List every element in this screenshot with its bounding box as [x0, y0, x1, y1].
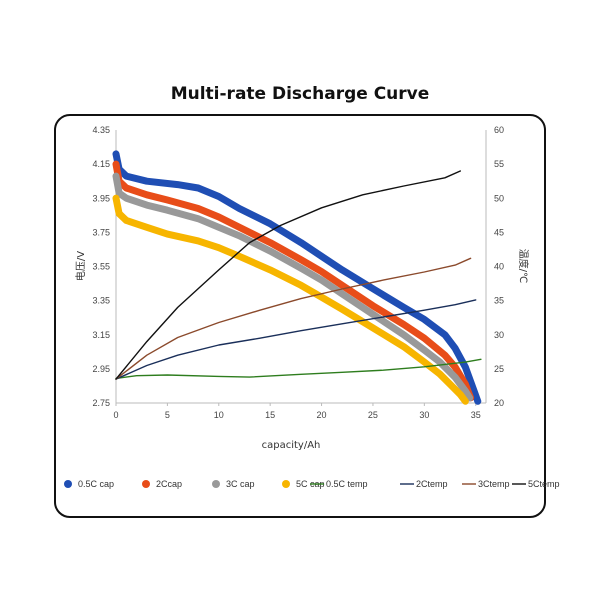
- legend-label: 3Ctemp: [478, 479, 510, 489]
- series-line-0-5c-temp: [115, 358, 482, 380]
- legend-label: 5Ctemp: [528, 479, 560, 489]
- y-tick-label: 2.95: [92, 364, 110, 374]
- legend-marker: [142, 480, 150, 488]
- legend-label: 3C cap: [226, 479, 255, 489]
- y2-tick-label: 45: [494, 227, 504, 237]
- y2-tick-label: 30: [494, 330, 504, 340]
- y-tick-label: 4.35: [92, 125, 110, 135]
- x-tick-label: 10: [214, 410, 224, 420]
- legend-label: 0.5C cap: [78, 479, 114, 489]
- x-tick-label: 20: [317, 410, 327, 420]
- y-axis-title: 电压/V: [74, 251, 87, 281]
- x-tick-label: 5: [165, 410, 170, 420]
- chart-title: Multi-rate Discharge Curve: [170, 84, 430, 104]
- y2-axis-title: 温度/℃: [517, 249, 530, 284]
- legend-label: 2Ccap: [156, 479, 182, 489]
- series-group: [112, 150, 482, 405]
- series-line-0-5c-cap: [112, 150, 482, 405]
- x-tick-label: 35: [471, 410, 481, 420]
- x-tick-label: 30: [419, 410, 429, 420]
- y2-tick-label: 40: [494, 262, 504, 272]
- y2-tick-label: 20: [494, 398, 504, 408]
- legend-label: 0.5C temp: [326, 479, 368, 489]
- axes-group: 0 5 10 15 20 25 30 35 2.75 2.95 3.15 3.35 3.55 3.75 3.…: [74, 125, 530, 451]
- x-axis-title: capacity/Ah: [262, 440, 321, 451]
- y2-tick-label: 50: [494, 193, 504, 203]
- legend-group: 0.5C cap 2Ccap 3C cap 5C cap 0.5C temp 2Ctemp…: [64, 479, 560, 489]
- y-tick-label: 4.15: [92, 159, 110, 169]
- y-tick-label: 3.55: [92, 262, 110, 272]
- legend-marker: [282, 480, 290, 488]
- legend-label: 2Ctemp: [416, 479, 448, 489]
- x-tick-label: 15: [265, 410, 275, 420]
- y-tick-label: 2.75: [92, 398, 110, 408]
- legend-marker: [212, 480, 220, 488]
- series-line-2ctemp: [115, 299, 477, 380]
- y2-tick-label: 60: [494, 125, 504, 135]
- x-tick-label: 0: [113, 410, 118, 420]
- y2-tick-label: 25: [494, 364, 504, 374]
- y2-tick-label: 35: [494, 296, 504, 306]
- legend-marker: [64, 480, 72, 488]
- series-line-5c-cap: [112, 194, 469, 405]
- series-line-2ccap: [112, 160, 475, 402]
- y-tick-label: 3.15: [92, 330, 110, 340]
- y-tick-label: 3.75: [92, 227, 110, 237]
- x-tick-label: 25: [368, 410, 378, 420]
- y-tick-label: 3.35: [92, 296, 110, 306]
- y2-tick-label: 55: [494, 159, 504, 169]
- y-tick-label: 3.95: [92, 193, 110, 203]
- series-line-5ctemp: [115, 170, 461, 380]
- series-line-3ctemp: [115, 257, 472, 380]
- series-line-3c-cap: [112, 172, 474, 402]
